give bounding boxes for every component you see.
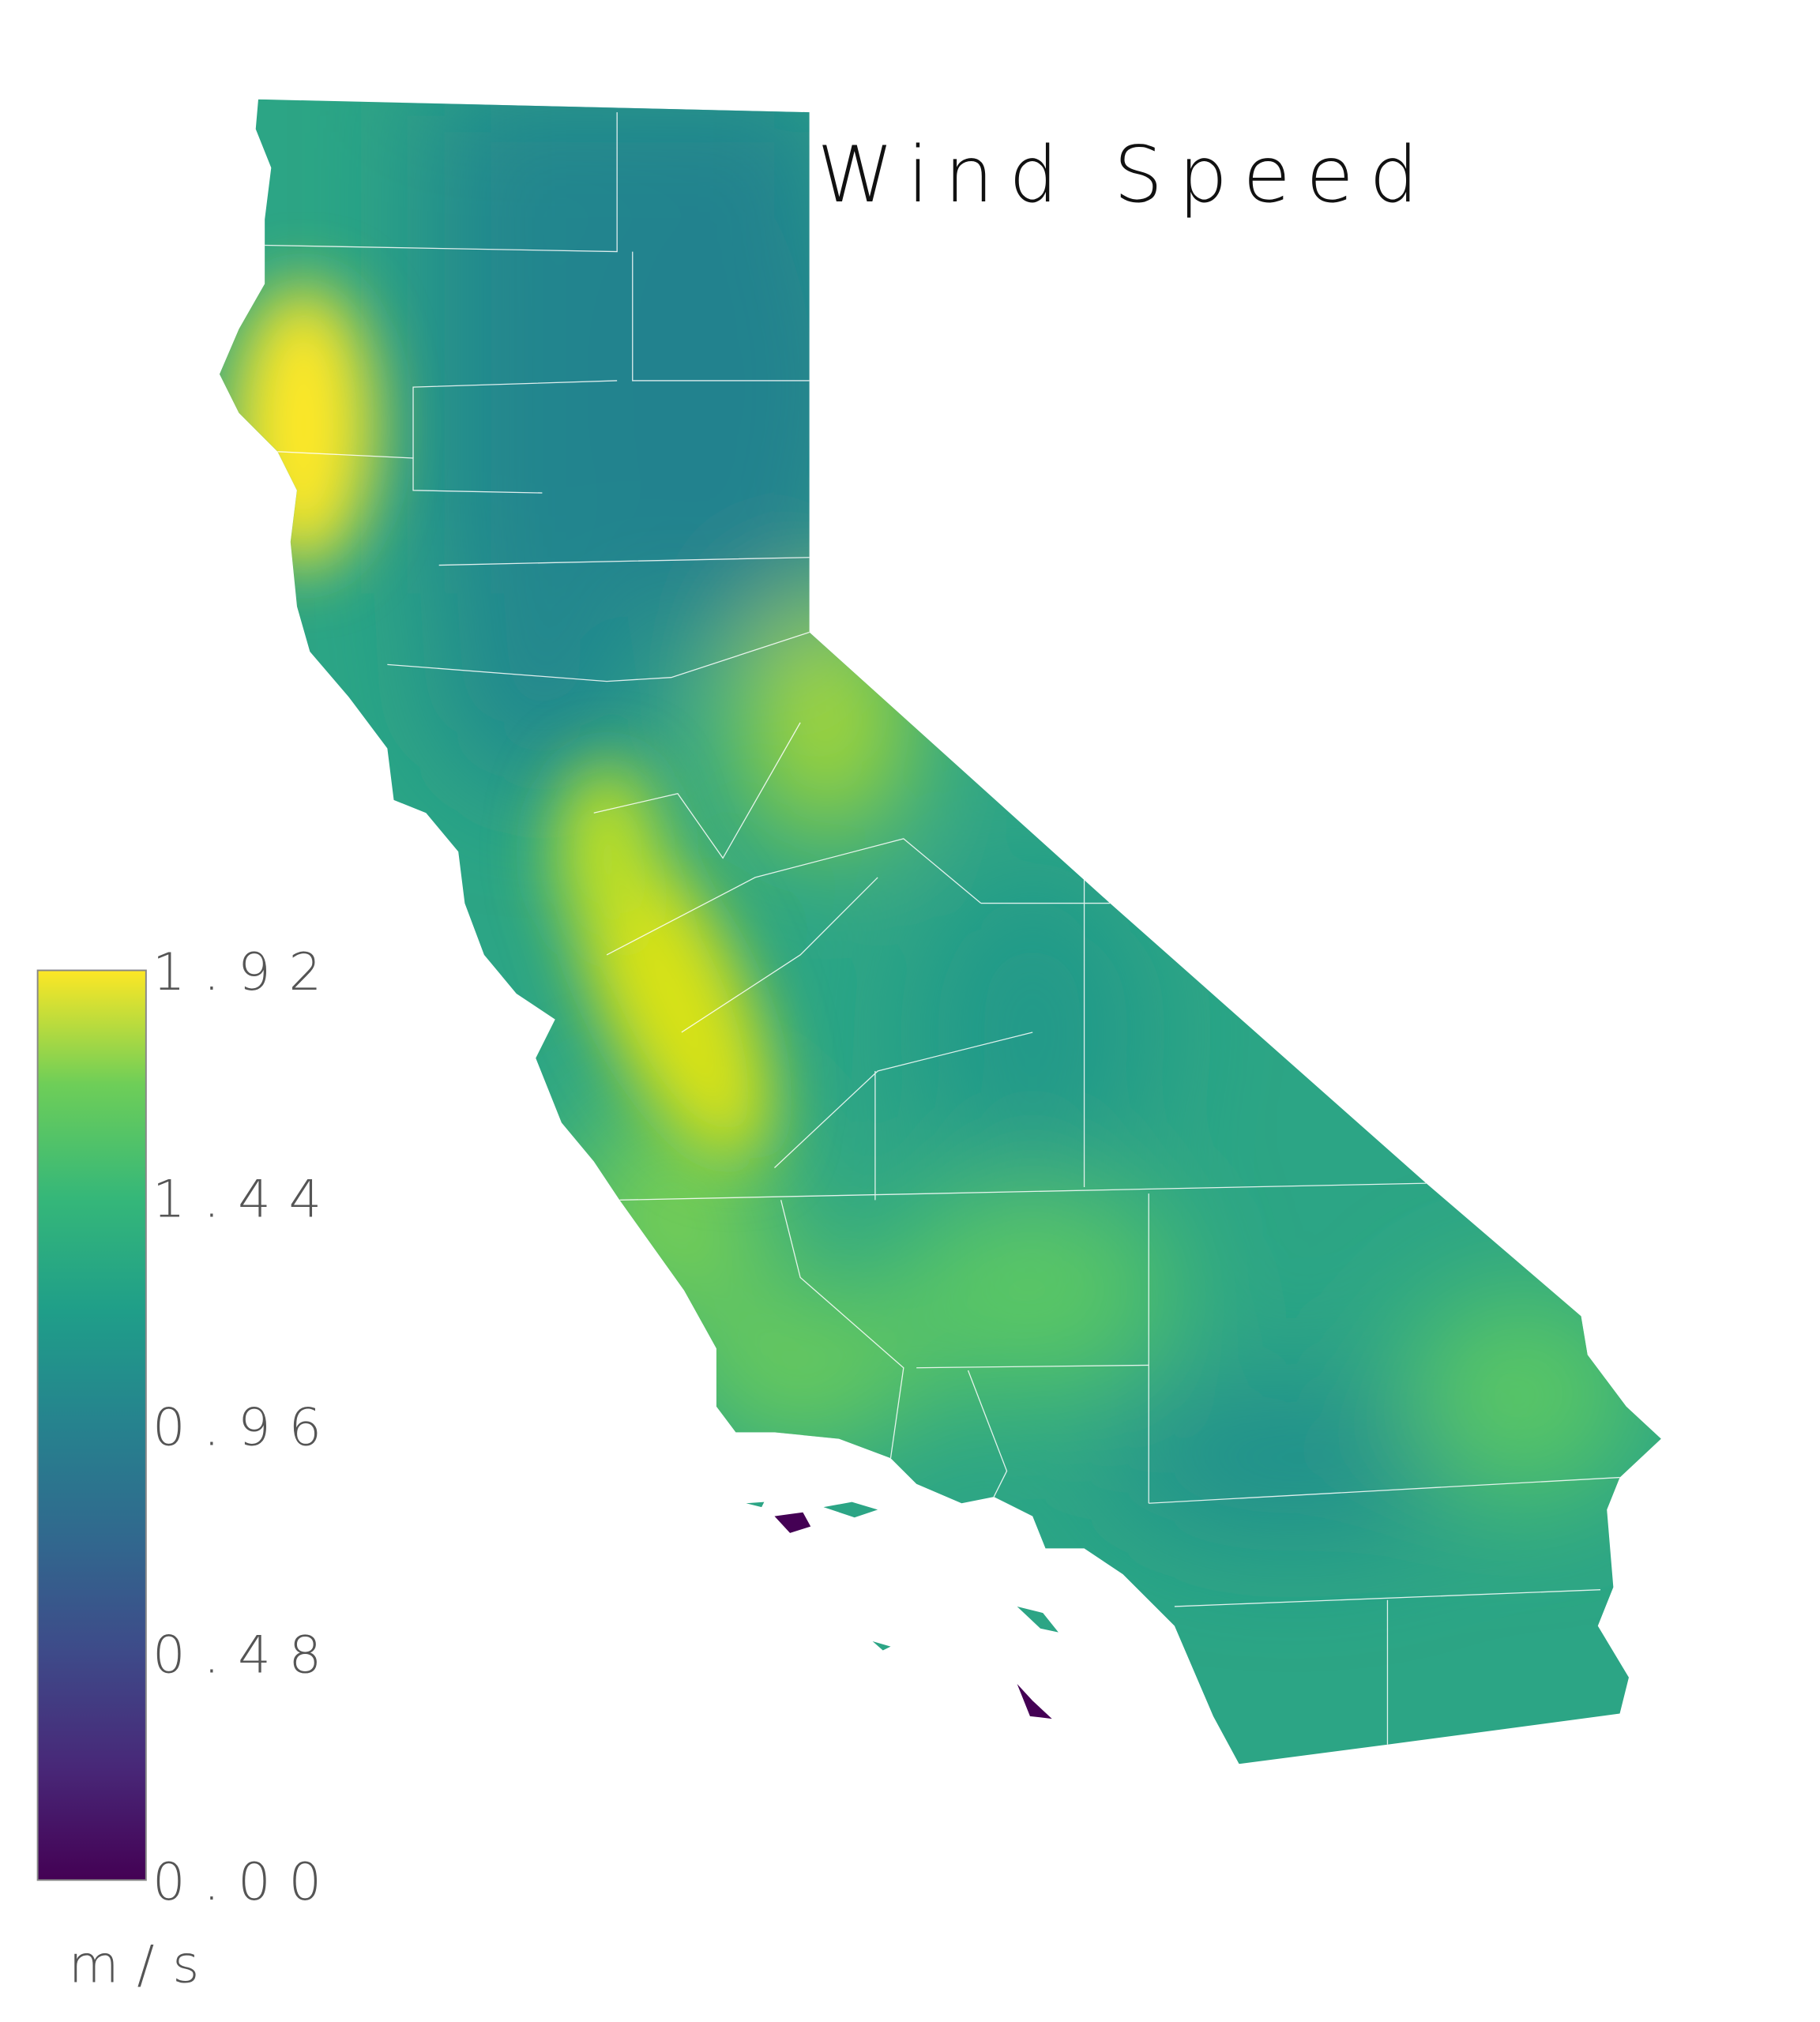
colorbar-gradient bbox=[36, 969, 147, 1881]
island bbox=[872, 1641, 891, 1651]
island bbox=[746, 1501, 765, 1508]
map-title: Wind Speed bbox=[817, 130, 1434, 220]
california-heatmap bbox=[219, 99, 1661, 1765]
county-borders bbox=[258, 112, 1620, 1745]
colorbar-tick: 0.96 bbox=[152, 1398, 340, 1458]
colorbar-tick: 0.48 bbox=[152, 1625, 340, 1685]
colorbar-tick: 0.00 bbox=[152, 1852, 340, 1912]
island-san-clemente bbox=[1017, 1683, 1052, 1719]
channel-islands bbox=[746, 1501, 1059, 1719]
colorbar-tick: 1.92 bbox=[152, 942, 340, 1002]
colorbar-tick: 1.44 bbox=[152, 1170, 340, 1230]
island-santa-barbara bbox=[1017, 1606, 1059, 1633]
colorbar: 1.92 1.44 0.96 0.48 0.00 m/s bbox=[36, 942, 340, 1994]
island-santa-cruz bbox=[823, 1501, 878, 1518]
island-san-miguel bbox=[774, 1512, 811, 1533]
colorbar-unit-label: m/s bbox=[69, 1934, 217, 1994]
